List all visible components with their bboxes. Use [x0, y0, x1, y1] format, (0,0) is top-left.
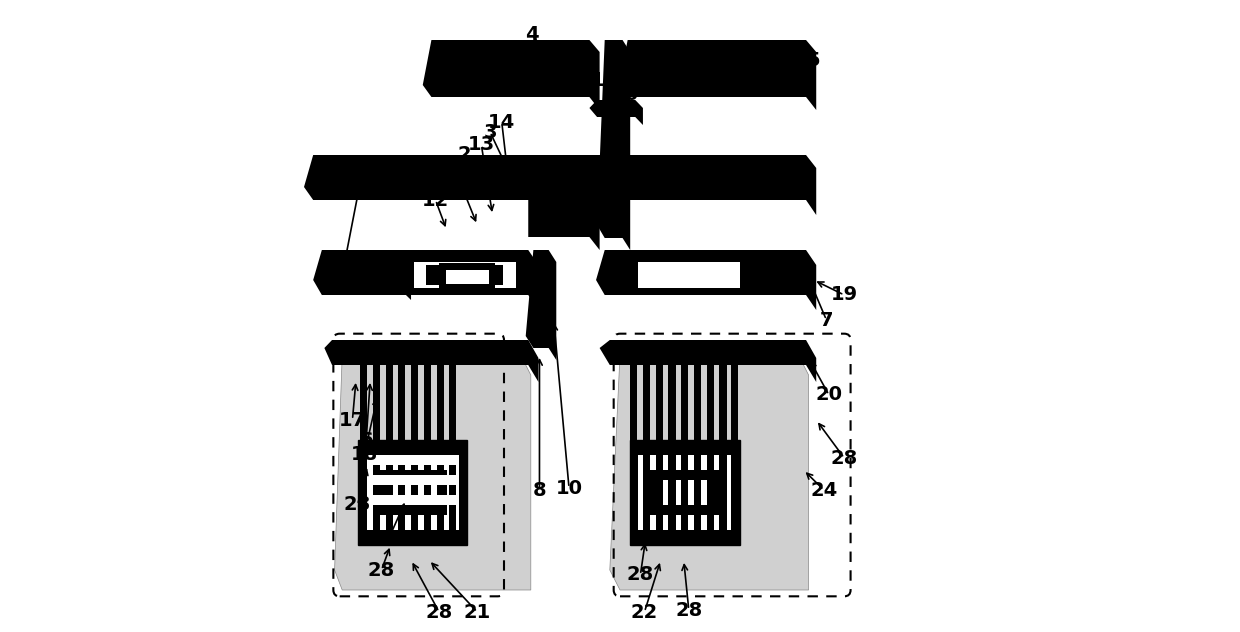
Polygon shape [304, 155, 541, 215]
Polygon shape [449, 360, 456, 545]
Text: 24: 24 [374, 530, 402, 549]
Polygon shape [439, 263, 495, 291]
Text: 8: 8 [533, 480, 547, 499]
Polygon shape [371, 495, 456, 505]
Polygon shape [373, 360, 379, 545]
Polygon shape [445, 270, 489, 284]
Polygon shape [656, 360, 663, 545]
Text: 9: 9 [554, 56, 568, 75]
Text: 11: 11 [443, 162, 470, 181]
Polygon shape [371, 455, 456, 465]
Polygon shape [732, 360, 738, 545]
Polygon shape [386, 360, 393, 545]
Text: 13: 13 [467, 135, 495, 154]
Text: 20: 20 [816, 386, 842, 404]
Text: 2: 2 [458, 145, 471, 164]
Polygon shape [526, 250, 557, 360]
Polygon shape [596, 250, 816, 310]
Polygon shape [694, 360, 701, 545]
Polygon shape [436, 360, 444, 545]
Text: 1: 1 [337, 257, 351, 277]
Polygon shape [642, 360, 650, 545]
Polygon shape [414, 262, 516, 288]
Text: 28: 28 [831, 449, 858, 468]
Polygon shape [341, 253, 410, 300]
Polygon shape [598, 40, 630, 250]
Polygon shape [619, 40, 816, 110]
Text: 22: 22 [631, 602, 658, 621]
Text: 4: 4 [526, 25, 539, 44]
Text: 24: 24 [810, 480, 837, 499]
Text: 19: 19 [831, 286, 858, 305]
Text: 28: 28 [626, 566, 653, 585]
Text: 6: 6 [360, 430, 373, 449]
Text: 28: 28 [676, 600, 702, 619]
Text: 15: 15 [591, 71, 619, 90]
Polygon shape [378, 470, 446, 515]
Polygon shape [424, 360, 432, 545]
Polygon shape [410, 360, 418, 545]
Text: 28: 28 [368, 561, 396, 580]
Polygon shape [325, 340, 538, 382]
Polygon shape [386, 480, 439, 505]
Polygon shape [427, 265, 502, 285]
Polygon shape [630, 255, 748, 295]
Polygon shape [314, 250, 538, 310]
Text: 28: 28 [425, 602, 453, 621]
Polygon shape [637, 455, 732, 530]
Polygon shape [637, 262, 740, 288]
Text: 10: 10 [556, 478, 583, 497]
Text: 18: 18 [351, 446, 378, 465]
Polygon shape [335, 355, 531, 590]
Polygon shape [610, 355, 808, 590]
Polygon shape [371, 475, 456, 485]
Text: 21: 21 [464, 602, 491, 621]
Polygon shape [405, 255, 523, 295]
Text: 28: 28 [343, 495, 371, 514]
Text: 16: 16 [611, 85, 639, 104]
Polygon shape [589, 100, 642, 125]
Polygon shape [656, 480, 714, 505]
Text: 14: 14 [489, 112, 516, 131]
Polygon shape [357, 440, 467, 545]
Polygon shape [707, 360, 714, 545]
Text: 17: 17 [339, 411, 366, 430]
Polygon shape [649, 470, 722, 515]
Polygon shape [589, 155, 630, 200]
Polygon shape [398, 360, 405, 545]
Polygon shape [630, 360, 637, 545]
Polygon shape [365, 455, 460, 530]
Polygon shape [630, 440, 740, 545]
Polygon shape [360, 360, 367, 545]
Polygon shape [719, 360, 727, 545]
Polygon shape [751, 253, 811, 300]
Polygon shape [618, 155, 816, 215]
Text: 5: 5 [807, 51, 821, 70]
Text: 7: 7 [820, 310, 833, 329]
Polygon shape [423, 40, 600, 110]
Polygon shape [668, 360, 676, 545]
Polygon shape [528, 155, 600, 250]
Polygon shape [600, 340, 816, 382]
Polygon shape [589, 155, 642, 175]
Polygon shape [681, 360, 688, 545]
Text: 3: 3 [484, 123, 497, 142]
Text: 12: 12 [422, 190, 449, 209]
